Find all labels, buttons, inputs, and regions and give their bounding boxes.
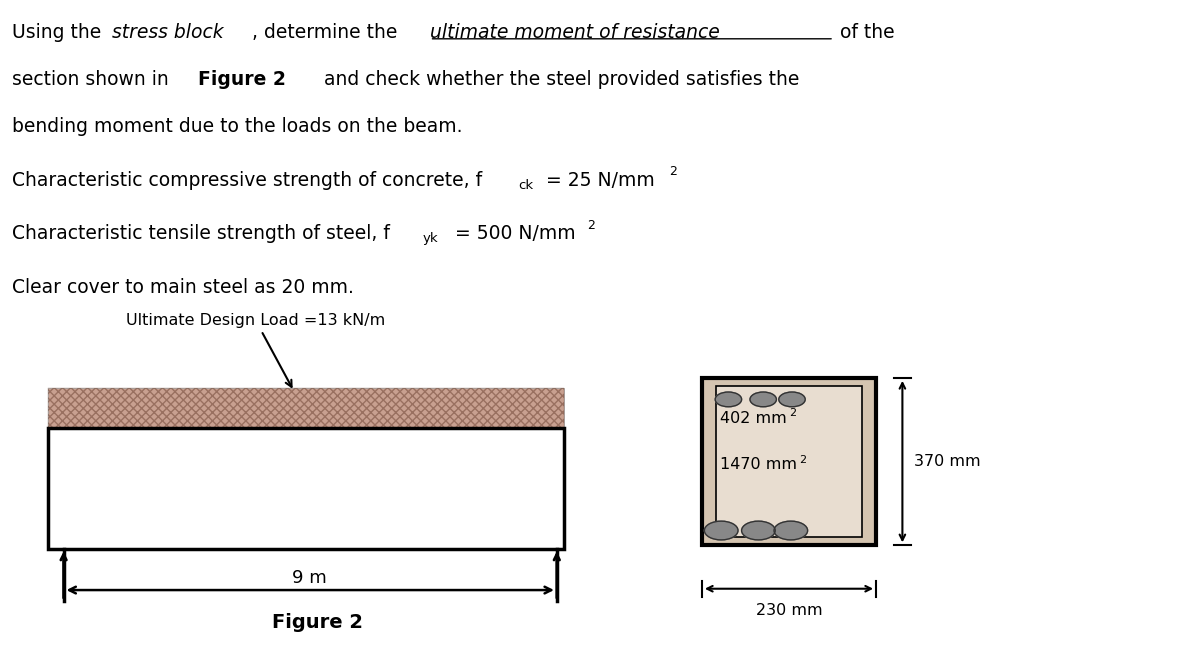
Circle shape	[750, 392, 776, 407]
Circle shape	[779, 392, 805, 407]
Text: yk: yk	[422, 232, 438, 245]
Text: 370 mm: 370 mm	[914, 454, 982, 469]
Bar	[48, 388, 564, 428]
Text: 2: 2	[587, 219, 595, 231]
Bar	[702, 378, 876, 545]
Text: , determine the: , determine the	[252, 23, 403, 42]
Text: Characteristic tensile strength of steel, f: Characteristic tensile strength of steel…	[12, 224, 390, 243]
Text: of the: of the	[834, 23, 895, 42]
Circle shape	[715, 392, 742, 407]
Text: ck: ck	[518, 179, 534, 191]
Text: 2: 2	[670, 165, 678, 178]
Text: 2: 2	[799, 455, 806, 464]
Text: 2: 2	[790, 408, 797, 417]
Text: Figure 2: Figure 2	[272, 613, 364, 632]
Text: 1470 mm: 1470 mm	[720, 458, 797, 472]
Bar	[716, 386, 862, 537]
Text: and check whether the steel provided satisfies the: and check whether the steel provided sat…	[318, 70, 799, 89]
Text: bending moment due to the loads on the beam.: bending moment due to the loads on the b…	[12, 117, 462, 136]
Bar	[48, 388, 564, 428]
Text: = 500 N/mm: = 500 N/mm	[449, 224, 576, 243]
Text: 230 mm: 230 mm	[756, 603, 822, 618]
Text: 9 m: 9 m	[293, 569, 326, 587]
Text: stress block: stress block	[112, 23, 223, 42]
Text: Ultimate Design Load =13 kN/m: Ultimate Design Load =13 kN/m	[126, 313, 385, 387]
Circle shape	[704, 521, 738, 540]
Circle shape	[774, 521, 808, 540]
Circle shape	[742, 521, 775, 540]
Text: Figure 2: Figure 2	[198, 70, 286, 89]
Text: Clear cover to main steel as 20 mm.: Clear cover to main steel as 20 mm.	[12, 278, 354, 296]
Text: ultimate moment of resistance: ultimate moment of resistance	[430, 23, 719, 42]
Text: 402 mm: 402 mm	[720, 411, 787, 425]
Text: section shown in: section shown in	[12, 70, 175, 89]
Text: Using the: Using the	[12, 23, 107, 42]
Text: Characteristic compressive strength of concrete, f: Characteristic compressive strength of c…	[12, 171, 482, 189]
Bar	[48, 428, 564, 549]
Text: = 25 N/mm: = 25 N/mm	[546, 171, 655, 189]
